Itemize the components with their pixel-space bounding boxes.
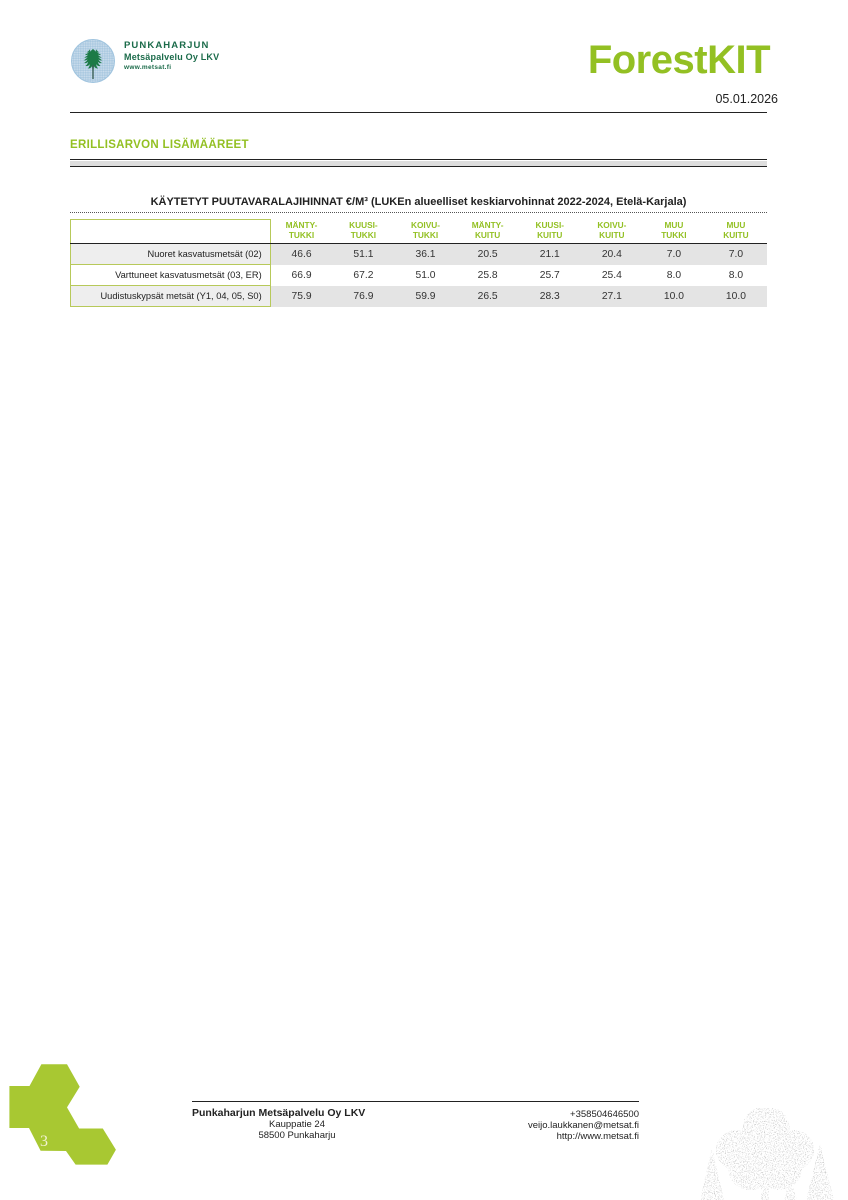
- svg-text:3: 3: [40, 1133, 48, 1150]
